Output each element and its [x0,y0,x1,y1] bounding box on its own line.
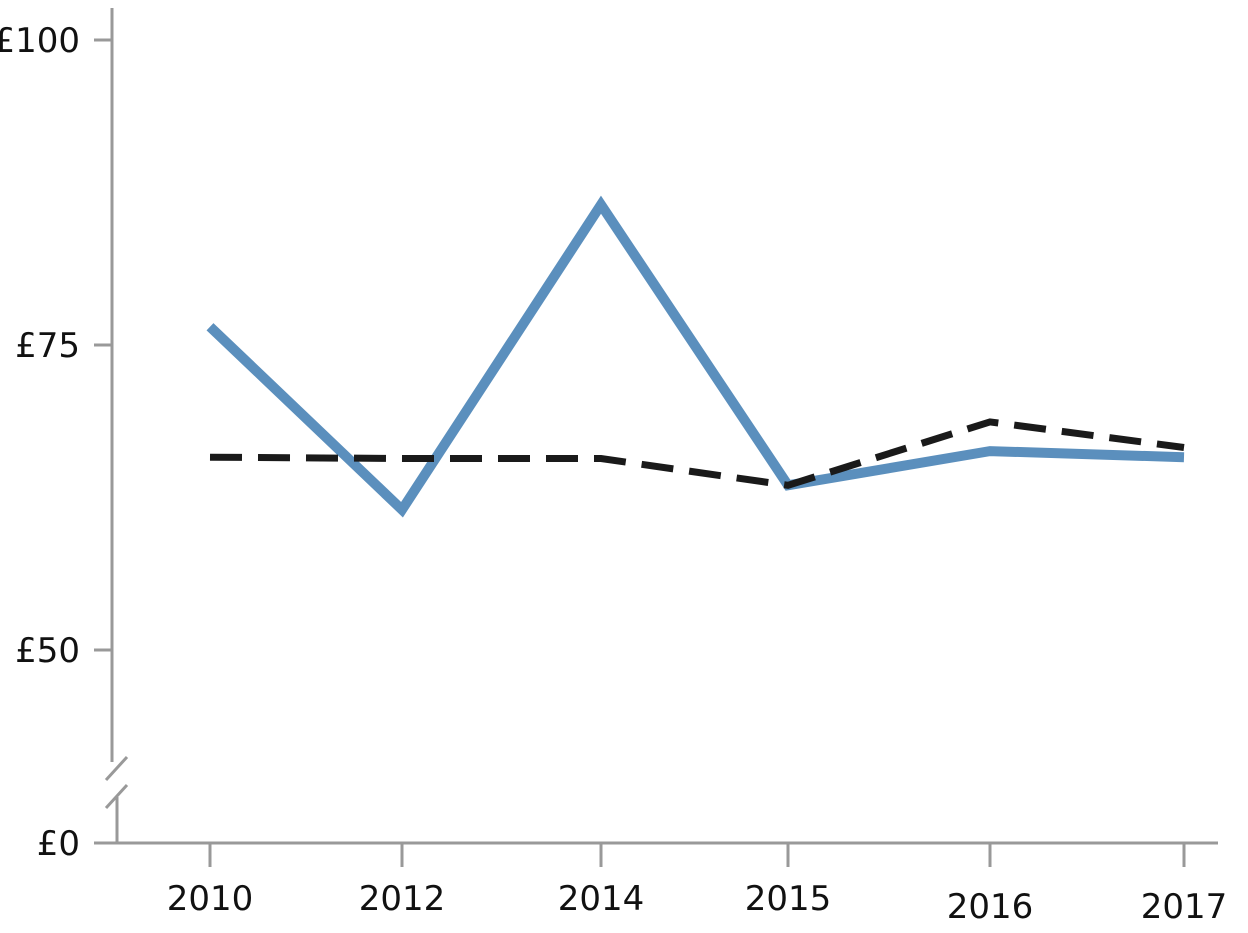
x-tick-label: 2015 [745,879,832,919]
x-tick-label: 2016 [947,887,1034,927]
x-tick-label: 2014 [558,879,645,919]
tick-labels: £100 £75 £50 £0 2010 2012 2014 2015 2016 2017 [0,21,1227,927]
x-tick-label: 2017 [1141,887,1228,927]
axis-break-mark [104,755,129,782]
series-line-solid [206,195,1185,518]
y-tick-label: £50 [15,631,80,671]
y-tick-label: £0 [37,824,80,864]
series-line-dashed [209,418,1185,489]
x-tick-label: 2010 [167,879,254,919]
y-tick-label: £75 [15,326,80,366]
y-tick-label: £100 [0,21,80,61]
axis-break-mark [104,783,129,810]
x-tick-label: 2012 [359,879,446,919]
series-layer [206,195,1185,518]
axes [94,8,1218,867]
